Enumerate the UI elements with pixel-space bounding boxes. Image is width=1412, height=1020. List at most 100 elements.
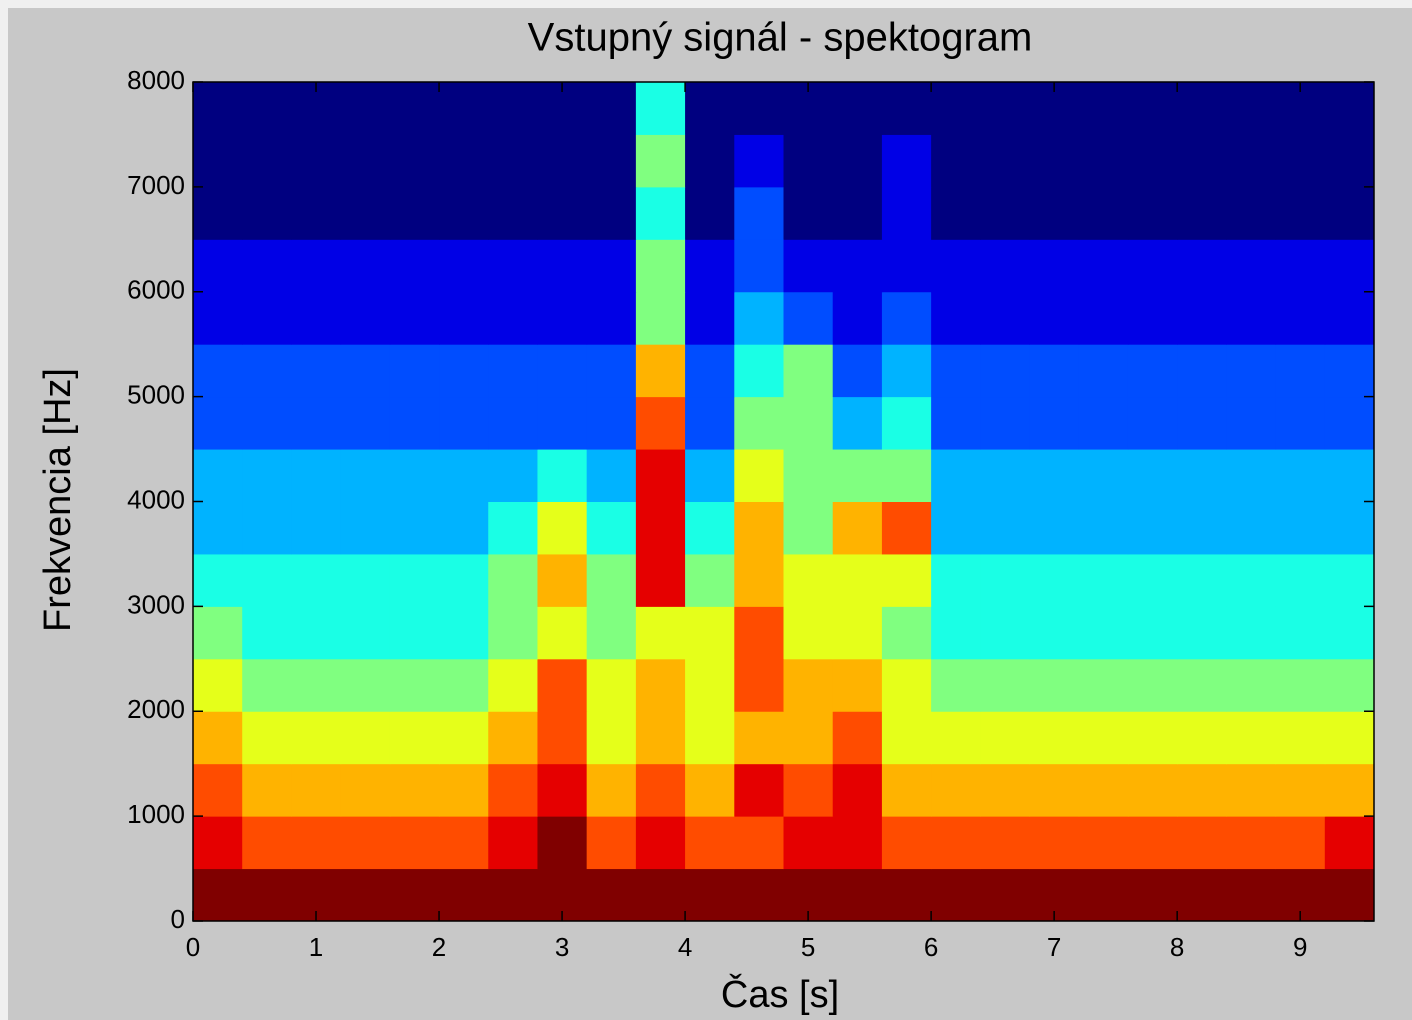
heatmap-cell <box>1127 449 1178 502</box>
heatmap-cell <box>980 711 1031 765</box>
heatmap-cell <box>1275 344 1326 398</box>
y-tick-label: 3000 <box>127 589 185 619</box>
heatmap-cell <box>734 82 784 135</box>
heatmap-cell <box>1078 553 1129 607</box>
heatmap-cell <box>931 186 981 240</box>
heatmap-cell <box>488 763 538 817</box>
heatmap-cell <box>488 134 538 188</box>
heatmap-cell <box>734 239 784 293</box>
heatmap-cell <box>685 658 735 712</box>
heatmap-cell <box>439 816 489 870</box>
heatmap-cell <box>1029 344 1080 398</box>
heatmap-cell <box>1127 291 1178 345</box>
heatmap-cell <box>881 82 932 135</box>
heatmap-cell <box>783 134 834 188</box>
heatmap-cell <box>291 553 342 607</box>
heatmap-cell <box>980 134 1031 188</box>
heatmap-cell <box>242 291 292 345</box>
heatmap-cell <box>783 239 834 293</box>
heatmap-cell <box>1275 711 1326 765</box>
heatmap-cell <box>734 816 784 870</box>
heatmap-cell <box>881 868 932 922</box>
heatmap-cell <box>586 82 637 135</box>
x-tick-label: 7 <box>1047 932 1061 962</box>
heatmap-cell <box>242 239 292 293</box>
heatmap-cell <box>635 553 686 607</box>
heatmap-cell <box>832 553 883 607</box>
heatmap-cell <box>783 658 834 712</box>
heatmap-cell <box>242 658 292 712</box>
heatmap-cell <box>832 501 883 555</box>
heatmap-cell <box>1324 501 1375 555</box>
heatmap-cell <box>193 396 243 450</box>
x-tick-label: 6 <box>924 932 938 962</box>
heatmap-cell <box>734 553 784 607</box>
heatmap-cell <box>1275 816 1326 870</box>
heatmap-cell <box>1029 501 1080 555</box>
heatmap-cell <box>193 344 243 398</box>
heatmap-cell <box>1324 396 1375 450</box>
heatmap-cell <box>1127 344 1178 398</box>
x-tick-label: 5 <box>801 932 815 962</box>
heatmap-cell <box>881 816 932 870</box>
heatmap-cell <box>340 134 391 188</box>
heatmap-cell <box>783 553 834 607</box>
heatmap-cell <box>635 396 686 450</box>
heatmap-cell <box>291 501 342 555</box>
heatmap-cell <box>537 711 588 765</box>
heatmap-cell <box>783 344 834 398</box>
heatmap-cell <box>389 239 440 293</box>
heatmap-cell <box>1078 763 1129 817</box>
x-tick-label: 1 <box>309 932 323 962</box>
heatmap-cell <box>389 868 440 922</box>
heatmap-cell <box>537 291 588 345</box>
heatmap-cell <box>931 291 981 345</box>
heatmap-cell <box>488 449 538 502</box>
heatmap-cell <box>1177 763 1227 817</box>
heatmap-cell <box>1127 186 1178 240</box>
heatmap-cell <box>1324 763 1375 817</box>
x-tick-label: 8 <box>1170 932 1184 962</box>
heatmap-cell <box>980 82 1031 135</box>
heatmap-cell <box>193 606 243 660</box>
heatmap-cell <box>685 816 735 870</box>
heatmap-cell <box>881 344 932 398</box>
heatmap-cell <box>389 291 440 345</box>
heatmap-cell <box>931 449 981 502</box>
heatmap-cell <box>1226 449 1277 502</box>
heatmap-cell <box>1177 186 1227 240</box>
heatmap-cell <box>586 658 637 712</box>
heatmap-cell <box>1177 501 1227 555</box>
heatmap-cell <box>586 396 637 450</box>
heatmap-cell <box>1078 711 1129 765</box>
heatmap-cell <box>980 553 1031 607</box>
heatmap-cell <box>1029 239 1080 293</box>
heatmap-cell <box>389 711 440 765</box>
heatmap-cell <box>1177 816 1227 870</box>
heatmap-cell <box>1127 711 1178 765</box>
heatmap-cell <box>685 344 735 398</box>
heatmap-cell <box>439 239 489 293</box>
heatmap-cell <box>389 186 440 240</box>
heatmap-cell <box>340 606 391 660</box>
heatmap-cell <box>1029 711 1080 765</box>
heatmap-cell <box>586 553 637 607</box>
heatmap-cell <box>1177 239 1227 293</box>
heatmap-cell <box>1177 553 1227 607</box>
heatmap-cell <box>1127 501 1178 555</box>
heatmap-cell <box>1078 239 1129 293</box>
heatmap-cell <box>1078 658 1129 712</box>
heatmap-cell <box>783 606 834 660</box>
heatmap-cell <box>832 658 883 712</box>
heatmap-cell <box>439 868 489 922</box>
heatmap-cell <box>1324 658 1375 712</box>
heatmap-cell <box>439 606 489 660</box>
heatmap-cell <box>635 449 686 502</box>
heatmap-cell <box>1275 239 1326 293</box>
heatmap-cell <box>439 449 489 502</box>
heatmap-cell <box>488 82 538 135</box>
heatmap-cell <box>685 711 735 765</box>
heatmap-cell <box>1275 658 1326 712</box>
heatmap-cell <box>537 816 588 870</box>
heatmap-cell <box>1127 396 1178 450</box>
